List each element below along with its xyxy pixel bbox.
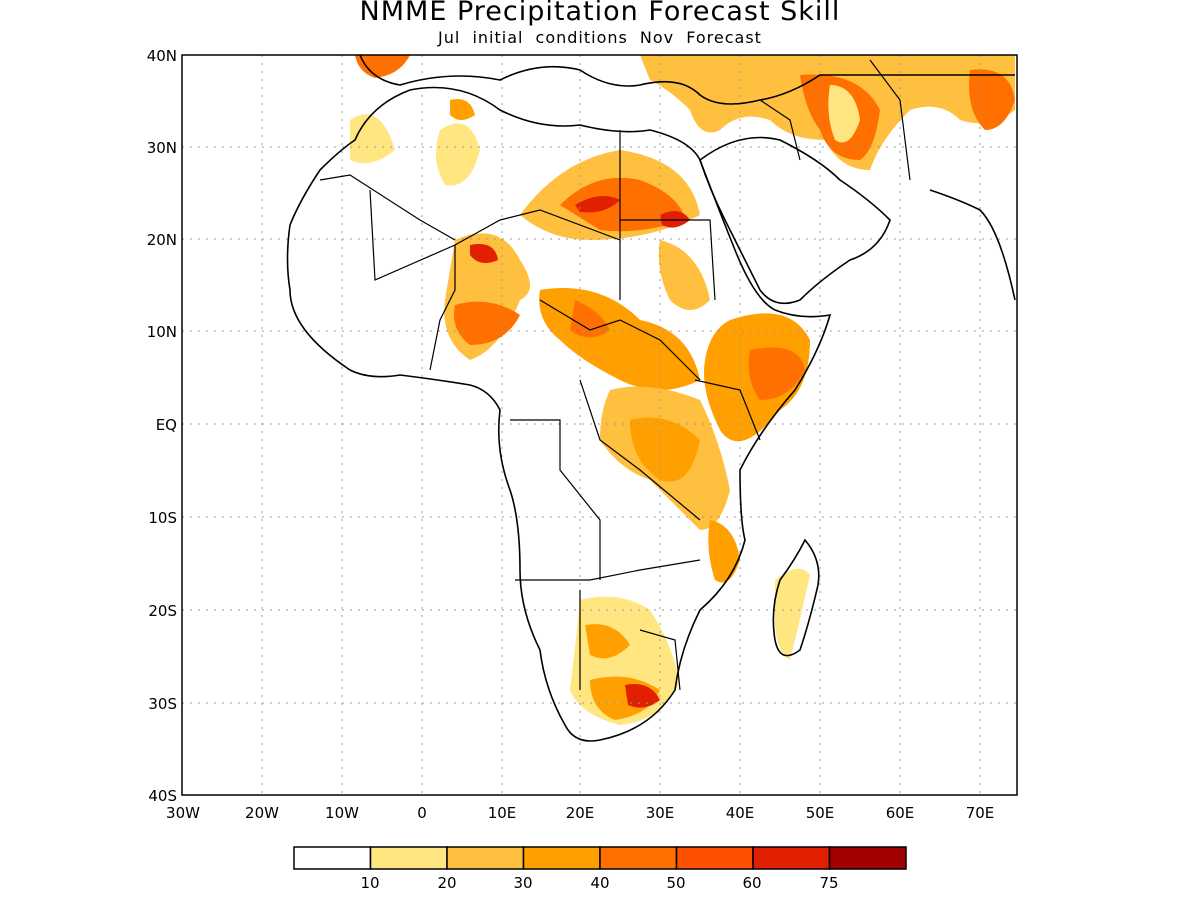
africa-coastline	[286, 86, 832, 742]
lon-label: 20E	[566, 804, 595, 822]
colorbar-swatch	[828, 846, 907, 870]
lon-label: 20W	[245, 804, 279, 822]
madagascar-coastline	[772, 538, 820, 657]
colorbar-swatch	[293, 846, 372, 870]
lat-label: 40N	[147, 47, 177, 65]
colorbar-label: 60	[742, 874, 761, 892]
lat-label: 40S	[148, 787, 177, 805]
colorbar-label: 50	[666, 874, 685, 892]
colorbar-labels: 10 20 30 40 50 60 75	[360, 874, 838, 892]
lat-label: EQ	[156, 416, 177, 434]
lon-label: 0	[417, 804, 427, 822]
lat-label: 30N	[147, 139, 177, 157]
colorbar-swatch	[675, 846, 754, 870]
map-title: NMME Precipitation Forecast Skill	[359, 0, 841, 27]
skill-shading	[350, 55, 1015, 725]
lon-label: 60E	[886, 804, 915, 822]
colorbar-label: 40	[590, 874, 609, 892]
lon-axis: 30W 20W 10W 0 10E 20E 30E 40E 50E 60E 70…	[166, 804, 994, 822]
lon-label: 30W	[166, 804, 200, 822]
lat-axis: 40N 30N 20N 10N EQ 10S 20S 30S 40S	[147, 47, 177, 805]
lon-label: 70E	[966, 804, 995, 822]
europe-coastline	[359, 54, 1015, 105]
lat-label: 10N	[147, 323, 177, 341]
colorbar-label: 75	[819, 874, 838, 892]
colorbar-swatch	[522, 846, 601, 870]
lon-label: 30E	[646, 804, 675, 822]
lon-label: 40E	[726, 804, 755, 822]
colorbar-swatch	[752, 846, 831, 870]
colorbar-label: 10	[360, 874, 379, 892]
colorbar-swatch	[446, 846, 525, 870]
country-borders	[319, 59, 911, 691]
colorbar: 10 20 30 40 50 60 75	[293, 846, 907, 892]
lat-label: 30S	[148, 695, 177, 713]
lat-label: 20S	[148, 602, 177, 620]
lon-label: 10E	[488, 804, 517, 822]
coastlines	[286, 54, 1016, 742]
lon-label: 50E	[806, 804, 835, 822]
lon-label: 10W	[325, 804, 359, 822]
map-frame	[181, 54, 1018, 796]
colorbar-swatches	[293, 846, 907, 870]
colorbar-swatch	[369, 846, 448, 870]
colorbar-swatch	[599, 846, 678, 870]
arabia-coastline	[699, 136, 891, 305]
colorbar-label: 20	[437, 874, 456, 892]
lat-label: 10S	[148, 509, 177, 527]
lat-label: 20N	[147, 231, 177, 249]
india-coastline	[929, 189, 1016, 301]
colorbar-label: 30	[513, 874, 532, 892]
map-subtitle: Jul initial conditions Nov Forecast	[438, 28, 762, 47]
